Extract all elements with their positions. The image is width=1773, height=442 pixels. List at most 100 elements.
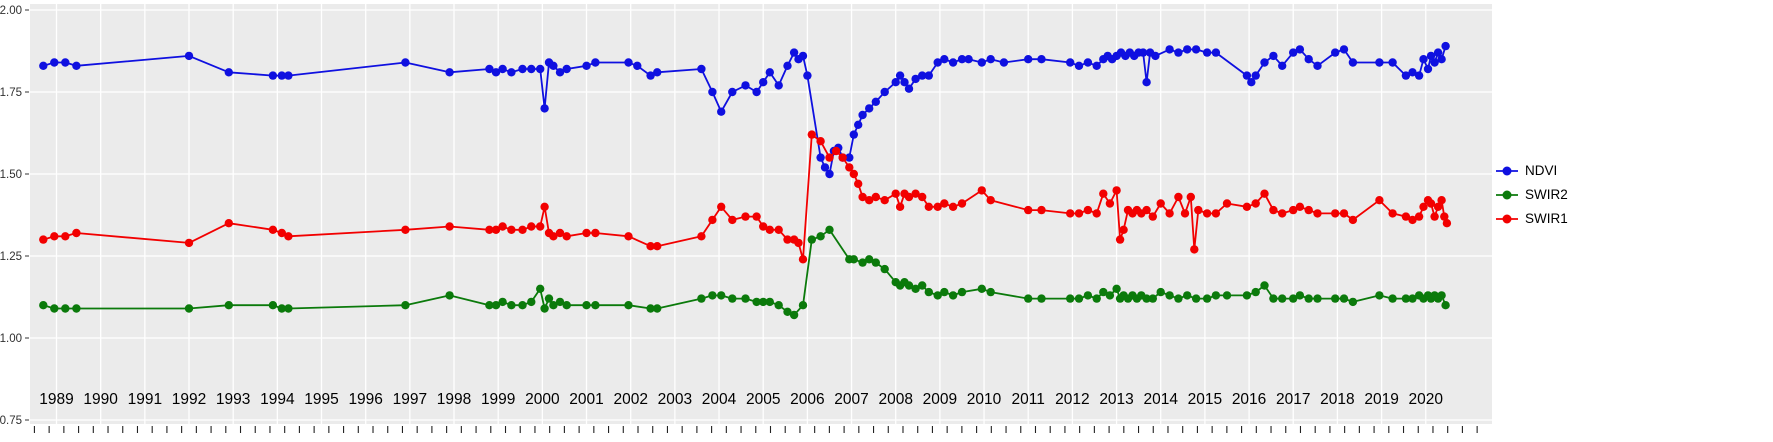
swir1-point xyxy=(904,192,914,202)
swir1-point xyxy=(1408,215,1417,225)
ndvi-point xyxy=(918,71,927,80)
ndvi-point xyxy=(224,68,233,77)
ndvi-point xyxy=(1138,48,1148,57)
swir1-point xyxy=(895,202,905,211)
swir1-point xyxy=(1433,202,1443,211)
swir2-point xyxy=(544,294,554,303)
ndvi-point xyxy=(880,87,889,97)
ndvi-point xyxy=(1174,48,1183,57)
swir2-point xyxy=(816,232,825,241)
ndvi-point xyxy=(1202,48,1212,57)
ndvi-point xyxy=(268,71,278,80)
ndvi-point xyxy=(895,71,905,80)
ndvi-point xyxy=(820,163,830,172)
ndvi-point xyxy=(562,64,571,74)
swir1-point xyxy=(1202,209,1212,218)
x-tick-label: 1997 xyxy=(393,391,427,408)
swir1-point xyxy=(854,179,863,188)
swir2-point xyxy=(1023,294,1033,303)
swir1-point xyxy=(1437,196,1446,205)
swir2-point xyxy=(957,287,967,297)
swir2-point xyxy=(562,301,571,310)
swir1-point xyxy=(858,192,867,202)
swir1-point xyxy=(752,212,761,221)
y-tick-label: 1.25 xyxy=(0,251,22,263)
ndvi-point xyxy=(1191,45,1201,54)
swir2-point xyxy=(977,284,986,293)
swir2-point xyxy=(445,291,454,300)
swir1-point xyxy=(1304,205,1313,215)
ndvi-point xyxy=(957,55,967,64)
swir2-point xyxy=(697,294,706,303)
y-tick-label: 1.00 xyxy=(0,333,22,345)
ndvi-point xyxy=(1289,48,1298,57)
ndvi-legend-marker-icon xyxy=(1496,166,1518,176)
swir1-point xyxy=(491,225,501,234)
swir2-point xyxy=(924,287,933,297)
x-tick-label: 2012 xyxy=(1055,391,1089,408)
swir2-point xyxy=(555,297,565,307)
swir1-point xyxy=(845,163,854,172)
swir1-point xyxy=(1190,245,1199,254)
swir2-point xyxy=(765,297,774,307)
ndvi-point xyxy=(1092,61,1101,70)
swir1-point xyxy=(831,146,841,156)
legend-item-swir2[interactable]: SWIR2 xyxy=(1494,185,1568,205)
swir2-point xyxy=(1066,294,1075,303)
ndvi-point xyxy=(1348,58,1358,67)
ndvi-point xyxy=(999,58,1009,67)
x-tick-label: 2001 xyxy=(569,391,603,408)
ndvi-point xyxy=(507,68,516,77)
swir1-point xyxy=(1148,212,1158,221)
swir1-point xyxy=(1348,215,1358,225)
ndvi-point xyxy=(1211,48,1221,57)
swir1-point xyxy=(924,202,933,211)
x-tick-label: 2014 xyxy=(1143,391,1178,408)
x-tick-label: 2015 xyxy=(1188,391,1222,408)
legend-label-swir2: SWIR2 xyxy=(1525,187,1568,203)
swir2-point xyxy=(1289,294,1298,303)
swir2-point xyxy=(1202,294,1212,303)
x-tick-label: 1991 xyxy=(128,391,162,408)
ndvi-point xyxy=(1331,48,1340,57)
swir2-point xyxy=(1441,301,1450,310)
ndvi-point xyxy=(549,61,558,70)
legend-item-swir1[interactable]: SWIR1 xyxy=(1494,209,1568,229)
swir2-point xyxy=(582,301,591,310)
swir2-point xyxy=(1304,294,1313,303)
swir1-point xyxy=(880,196,889,205)
x-tick-label: 1990 xyxy=(83,391,118,408)
swir2-point xyxy=(1142,294,1151,303)
swir2-point xyxy=(858,258,867,267)
swir1-point xyxy=(555,228,565,238)
legend-item-ndvi[interactable]: NDVI xyxy=(1494,161,1568,181)
swir1-point xyxy=(1105,199,1115,208)
swir2-point xyxy=(948,291,958,300)
swir1-point xyxy=(1375,196,1384,205)
swir2-point xyxy=(986,287,995,297)
ndvi-point xyxy=(765,68,774,77)
swir1-point xyxy=(1426,199,1436,208)
ndvi-point xyxy=(1251,71,1260,80)
swir1-point xyxy=(871,192,880,202)
ndvi-point xyxy=(1295,45,1305,54)
ndvi-point xyxy=(1433,48,1443,57)
swir2-point xyxy=(728,294,737,303)
swir2-point xyxy=(1211,291,1221,300)
swir1-point xyxy=(445,222,454,231)
ndvi-point xyxy=(491,68,501,77)
swir2-point xyxy=(1099,287,1108,297)
swir2-point xyxy=(61,304,70,313)
swir2-point xyxy=(549,301,558,310)
swir1-point xyxy=(72,228,81,238)
swir2-point xyxy=(880,264,889,274)
swir2-point xyxy=(1295,291,1305,300)
ndvi-point xyxy=(1247,78,1256,87)
ndvi-point xyxy=(752,87,761,97)
legend: NDVI SWIR2 SWIR1 xyxy=(1494,161,1568,229)
swir1-point xyxy=(933,202,942,211)
swir1-point xyxy=(986,196,995,205)
swir1-point xyxy=(653,242,662,251)
swir1-point xyxy=(1066,209,1075,218)
